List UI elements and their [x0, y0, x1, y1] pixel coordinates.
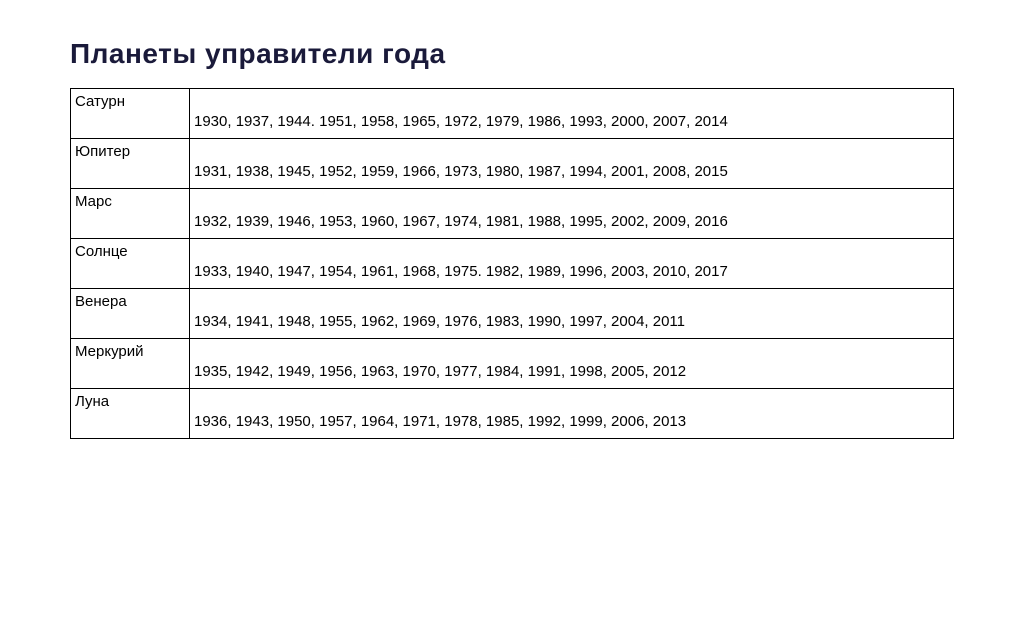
years-cell: 1932, 1939, 1946, 1953, 1960, 1967, 1974…: [190, 189, 954, 239]
years-cell: 1935, 1942, 1949, 1956, 1963, 1970, 1977…: [190, 339, 954, 389]
years-cell: 1936, 1943, 1950, 1957, 1964, 1971, 1978…: [190, 389, 954, 439]
years-cell: 1933, 1940, 1947, 1954, 1961, 1968, 1975…: [190, 239, 954, 289]
table-row: Луна 1936, 1943, 1950, 1957, 1964, 1971,…: [71, 389, 954, 439]
years-cell: 1934, 1941, 1948, 1955, 1962, 1969, 1976…: [190, 289, 954, 339]
table-row: Солнце 1933, 1940, 1947, 1954, 1961, 196…: [71, 239, 954, 289]
table-row: Юпитер 1931, 1938, 1945, 1952, 1959, 196…: [71, 139, 954, 189]
planet-cell: Солнце: [71, 239, 190, 289]
table-row: Марс 1932, 1939, 1946, 1953, 1960, 1967,…: [71, 189, 954, 239]
planet-cell: Венера: [71, 289, 190, 339]
page: Планеты управители года Сатурн 1930, 193…: [0, 0, 1024, 617]
years-cell: 1930, 1937, 1944. 1951, 1958, 1965, 1972…: [190, 89, 954, 139]
years-cell: 1931, 1938, 1945, 1952, 1959, 1966, 1973…: [190, 139, 954, 189]
table-row: Венера 1934, 1941, 1948, 1955, 1962, 196…: [71, 289, 954, 339]
planet-cell: Юпитер: [71, 139, 190, 189]
planet-cell: Сатурн: [71, 89, 190, 139]
page-title: Планеты управители года: [70, 38, 954, 70]
table-row: Сатурн 1930, 1937, 1944. 1951, 1958, 196…: [71, 89, 954, 139]
planets-table: Сатурн 1930, 1937, 1944. 1951, 1958, 196…: [70, 88, 954, 439]
planet-cell: Меркурий: [71, 339, 190, 389]
table-row: Меркурий 1935, 1942, 1949, 1956, 1963, 1…: [71, 339, 954, 389]
planet-cell: Луна: [71, 389, 190, 439]
planet-cell: Марс: [71, 189, 190, 239]
